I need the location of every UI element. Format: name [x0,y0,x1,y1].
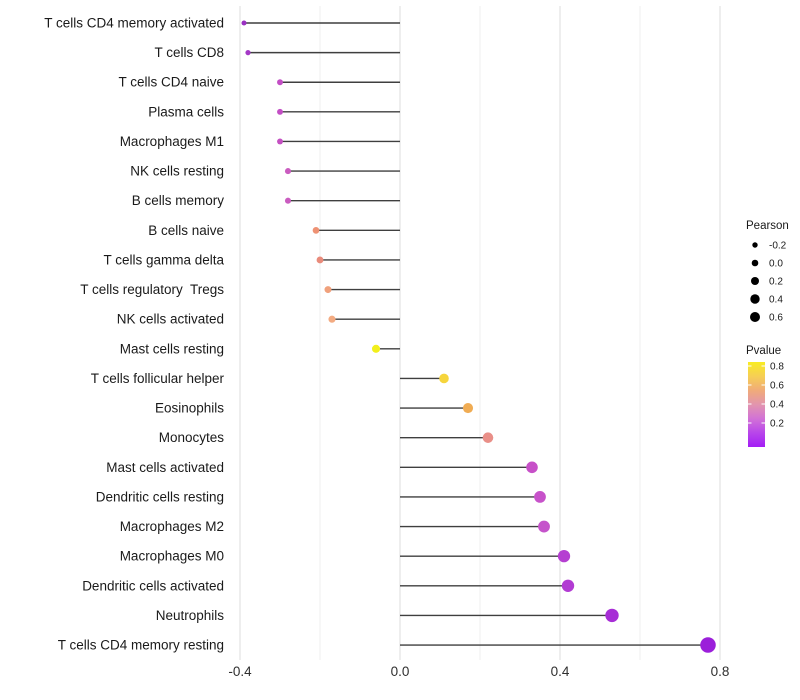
size-legend-dot [750,312,760,322]
size-legend-label: -0.2 [769,241,787,252]
colorbar-tick-label: 0.2 [770,419,784,430]
data-point-dot [284,197,292,204]
data-point-dot [277,138,283,145]
y-axis-category-label: NK cells activated [117,312,224,327]
y-axis-category-label: Macrophages M2 [120,519,224,534]
data-point-dot [284,168,292,175]
size-legend-dot [751,259,759,267]
data-point-dot [277,79,283,86]
data-point-dot [439,373,449,384]
size-legend-dot [752,242,758,248]
y-axis-category-label: Mast cells activated [106,460,224,475]
y-axis-category-label: T cells CD4 naive [118,75,224,90]
size-legend-title: Pearson [746,220,789,232]
data-point-dot [277,108,283,115]
y-axis-category-label: Macrophages M0 [120,549,224,564]
y-axis-category-label: NK cells resting [130,164,224,179]
data-point-dot [534,491,546,503]
y-axis-category-label: T cells follicular helper [91,371,225,386]
data-point-dot [371,344,381,353]
y-axis-category-label: T cells CD8 [154,45,224,60]
data-point-dot [557,550,571,563]
y-axis-category-label: Dendritic cells resting [96,489,224,504]
y-axis-category-label: Monocytes [159,430,225,445]
size-legend-dot [751,277,759,285]
data-point-dot [245,50,251,56]
y-axis-category-label: B cells naive [148,223,224,238]
x-axis-tick-label: -0.4 [228,664,252,679]
colorbar-tick-label: 0.8 [770,362,784,373]
size-legend-dot [750,294,760,304]
y-axis-category-label: Neutrophils [156,608,225,623]
pvalue-colorbar [748,362,765,447]
data-point-dot [526,461,538,474]
colorbar-tick-label: 0.6 [770,381,784,392]
y-axis-category-label: T cells CD4 memory resting [58,638,224,653]
y-axis-category-label: B cells memory [132,193,225,208]
y-axis-category-label: Dendritic cells activated [82,578,224,593]
data-point-dot [328,315,336,323]
data-point-dot [561,579,575,592]
y-axis-category-label: Plasma cells [148,104,224,119]
size-legend-label: 0.0 [769,259,783,270]
size-legend-label: 0.6 [769,313,783,324]
y-axis-category-label: Eosinophils [155,401,224,416]
y-axis-category-label: T cells CD4 memory activated [44,16,224,31]
data-point-dot [241,20,247,26]
x-axis-tick-label: 0.8 [711,664,730,679]
data-point-dot [462,402,474,414]
size-legend-label: 0.2 [769,277,783,288]
color-legend-title: Pvalue [746,345,781,357]
size-legend-label: 0.4 [769,295,783,306]
y-axis-category-label: T cells regulatory Tregs [80,282,224,297]
x-axis-tick-label: 0.4 [551,664,570,679]
data-point-dot [324,286,332,294]
colorbar-tick-label: 0.4 [770,400,784,411]
y-axis-category-label: Macrophages M1 [120,134,224,149]
y-axis-category-label: T cells gamma delta [103,252,224,267]
data-point-dot [700,637,716,653]
x-axis-tick-label: 0.0 [391,664,410,679]
data-point-dot [312,226,320,234]
y-axis-category-label: Mast cells resting [120,341,224,356]
data-point-dot [316,256,324,264]
data-point-dot [538,520,550,533]
data-point-dot [482,432,494,443]
data-point-dot [605,608,619,623]
